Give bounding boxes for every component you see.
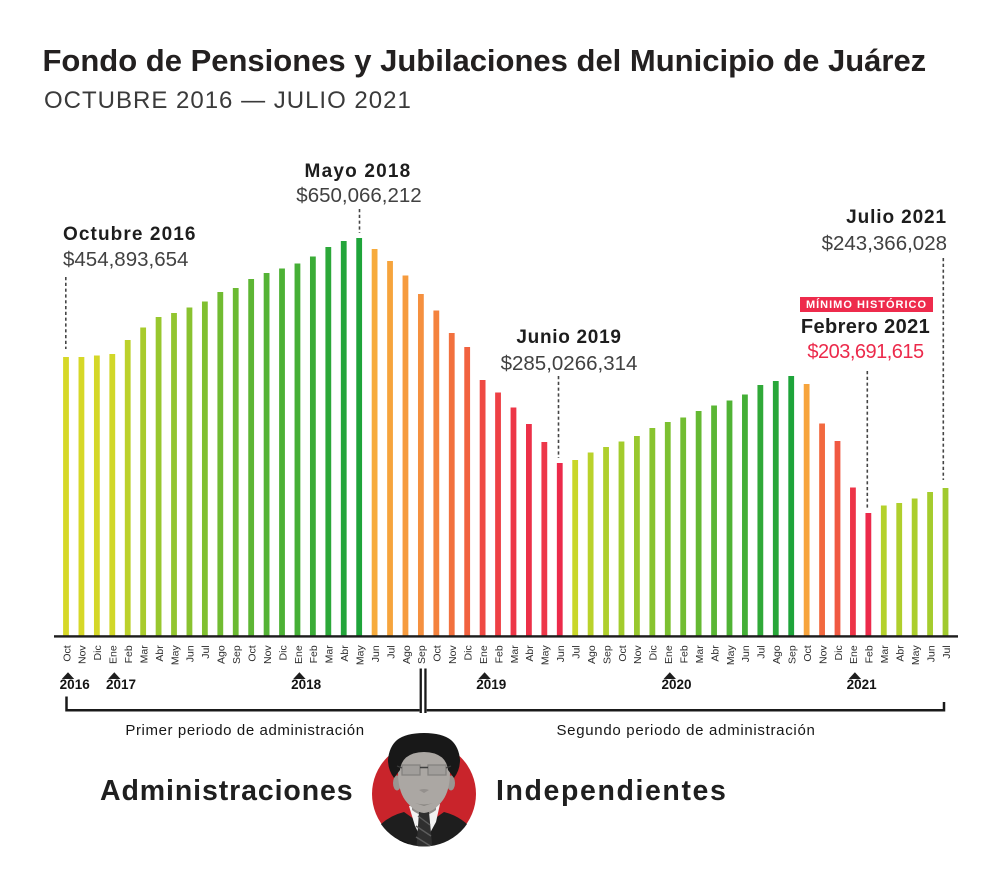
svg-text:Jun: Jun: [925, 645, 937, 662]
svg-text:Nov: Nov: [447, 645, 459, 664]
svg-text:Mar: Mar: [694, 645, 706, 664]
svg-text:Jul: Jul: [571, 645, 583, 658]
svg-text:Ago: Ago: [586, 645, 598, 664]
svg-text:2017: 2017: [106, 677, 136, 692]
svg-text:Jun: Jun: [185, 645, 197, 662]
svg-text:Mar: Mar: [509, 645, 521, 664]
svg-text:Ene: Ene: [293, 645, 305, 664]
svg-text:Oct: Oct: [617, 645, 629, 661]
svg-text:Feb: Feb: [679, 645, 691, 663]
svg-text:Mar: Mar: [879, 645, 891, 664]
svg-text:Sep: Sep: [416, 645, 428, 664]
svg-text:Jul: Jul: [941, 645, 953, 658]
svg-text:Abr: Abr: [524, 645, 536, 662]
svg-text:2018: 2018: [291, 677, 322, 692]
svg-text:Mar: Mar: [324, 645, 336, 664]
svg-text:Oct: Oct: [432, 645, 444, 661]
svg-text:Dic: Dic: [833, 645, 845, 660]
svg-text:Ene: Ene: [108, 645, 120, 664]
svg-text:Jun: Jun: [555, 645, 567, 662]
svg-text:May: May: [355, 645, 367, 666]
svg-text:Ene: Ene: [848, 645, 860, 664]
svg-text:Nov: Nov: [632, 645, 644, 664]
svg-text:May: May: [725, 645, 737, 666]
svg-text:Sep: Sep: [787, 645, 799, 664]
svg-text:Sep: Sep: [601, 645, 613, 664]
svg-text:Abr: Abr: [709, 645, 721, 662]
svg-text:Nov: Nov: [77, 645, 89, 664]
svg-text:Abr: Abr: [154, 645, 166, 662]
svg-text:Jun: Jun: [740, 645, 752, 662]
svg-text:Jun: Jun: [370, 645, 382, 662]
svg-text:Oct: Oct: [802, 645, 814, 661]
svg-text:Jul: Jul: [200, 645, 212, 658]
svg-text:Oct: Oct: [61, 645, 73, 661]
svg-text:Ago: Ago: [771, 645, 783, 664]
svg-text:Abr: Abr: [339, 645, 351, 662]
svg-text:2021: 2021: [847, 677, 878, 692]
svg-text:Mar: Mar: [139, 645, 151, 664]
svg-text:Ago: Ago: [401, 645, 413, 664]
svg-text:Jul: Jul: [756, 645, 768, 658]
svg-text:May: May: [910, 645, 922, 666]
svg-text:Dic: Dic: [648, 645, 660, 660]
svg-text:2016: 2016: [60, 677, 91, 692]
svg-text:Ene: Ene: [663, 645, 675, 664]
svg-text:2020: 2020: [661, 677, 691, 692]
svg-text:Oct: Oct: [247, 645, 259, 661]
svg-text:Abr: Abr: [895, 645, 907, 662]
svg-text:Feb: Feb: [308, 645, 320, 663]
svg-text:Feb: Feb: [123, 645, 135, 663]
svg-text:Feb: Feb: [864, 645, 876, 663]
svg-text:Dic: Dic: [277, 645, 289, 660]
svg-text:Dic: Dic: [463, 645, 475, 660]
svg-text:May: May: [540, 645, 552, 666]
svg-text:2019: 2019: [476, 677, 506, 692]
svg-text:Feb: Feb: [493, 645, 505, 663]
svg-text:Ene: Ene: [478, 645, 490, 664]
svg-text:Ago: Ago: [216, 645, 228, 664]
svg-text:May: May: [169, 645, 181, 666]
svg-text:Dic: Dic: [92, 645, 104, 660]
svg-text:Jul: Jul: [385, 645, 397, 658]
svg-text:Nov: Nov: [817, 645, 829, 664]
svg-text:Sep: Sep: [231, 645, 243, 664]
svg-text:Nov: Nov: [262, 645, 274, 664]
